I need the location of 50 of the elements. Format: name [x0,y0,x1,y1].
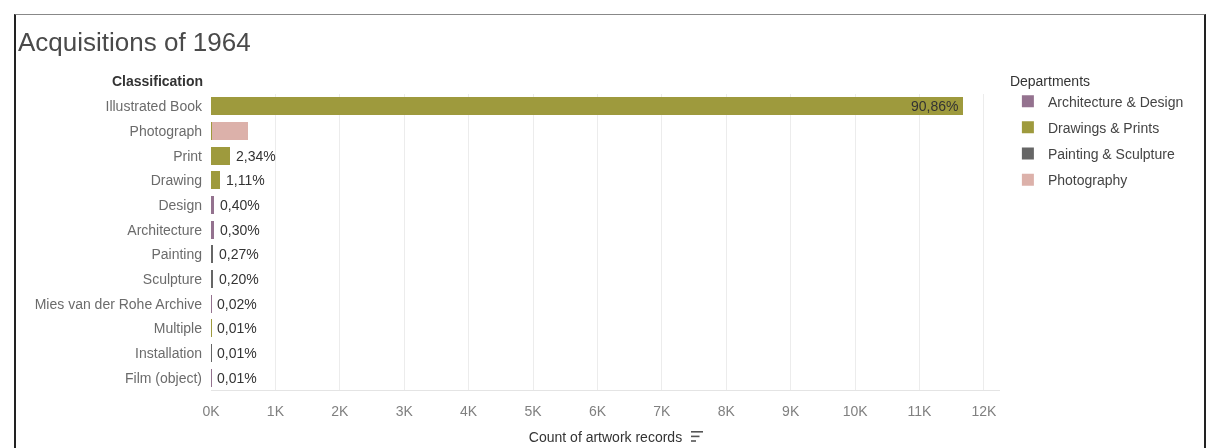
y-tick-label: Sculpture [142,270,203,287]
x-tick-label: 9K [782,402,800,419]
x-tick-label: 5K [524,402,543,419]
bar [211,121,248,141]
legend-title: Departments [1009,72,1091,89]
y-tick-label: Mies van der Rohe Archive [34,295,203,312]
x-tick-label: 4K [460,402,478,419]
y-tick-label: Painting [151,246,202,263]
annotation: 1,11% [226,172,265,188]
x-axis-title: Count of artwork records [528,429,683,446]
x-tick-label: 0K [202,402,221,419]
x-tick-label: 1K [266,402,285,419]
annotation: 0,30% [220,222,260,238]
x-tick-label: 11K [907,402,933,419]
x-tick-label: 2K [331,402,350,419]
annotation: 2,34% [236,148,276,164]
bar [211,171,221,190]
annotation: 0,01% [217,370,257,386]
x-tick-label: 8K [717,402,736,419]
x-tick-label: 3K [395,402,414,419]
bar [211,220,214,239]
y-axis-title: Classification [112,73,204,89]
y-tick-label: Installation [135,344,202,361]
legend-label: Photography [1047,172,1128,189]
legend-label: Architecture & Design [1047,93,1184,110]
legend-label: Drawings & Prints [1047,119,1160,136]
y-tick-label: Design [158,196,202,213]
y-tick-label: Drawing [150,172,202,189]
legend-label: Painting & Sculpture [1047,146,1175,163]
y-tick-label: Architecture [127,221,203,238]
bar [211,97,963,116]
annotation: 90,86% [911,98,959,114]
annotation: 0,20% [219,271,259,287]
x-tick-label: 10K [842,402,869,419]
y-tick-label: Film (object) [124,369,202,386]
y-tick-label: Print [173,147,203,164]
x-tick-label: 6K [588,402,607,419]
x-tick-label: 7K [653,402,672,419]
y-tick-label: Illustrated Book [105,98,203,115]
annotation: 0,02% [217,296,257,312]
annotation: 0,40% [220,197,260,213]
annotation: 0,01% [217,345,257,361]
y-tick-label: Photograph [129,122,202,139]
y-tick-label: Multiple [153,320,203,337]
chart-title: Acquisitions of 1964 [18,27,251,58]
annotation: 0,01% [217,320,257,336]
x-tick-label: 12K [971,402,998,419]
annotation: 0,27% [219,246,259,262]
bar [211,146,231,165]
bar [211,195,215,215]
